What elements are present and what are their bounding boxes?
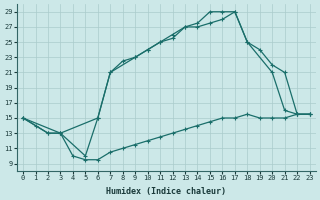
- X-axis label: Humidex (Indice chaleur): Humidex (Indice chaleur): [106, 187, 226, 196]
